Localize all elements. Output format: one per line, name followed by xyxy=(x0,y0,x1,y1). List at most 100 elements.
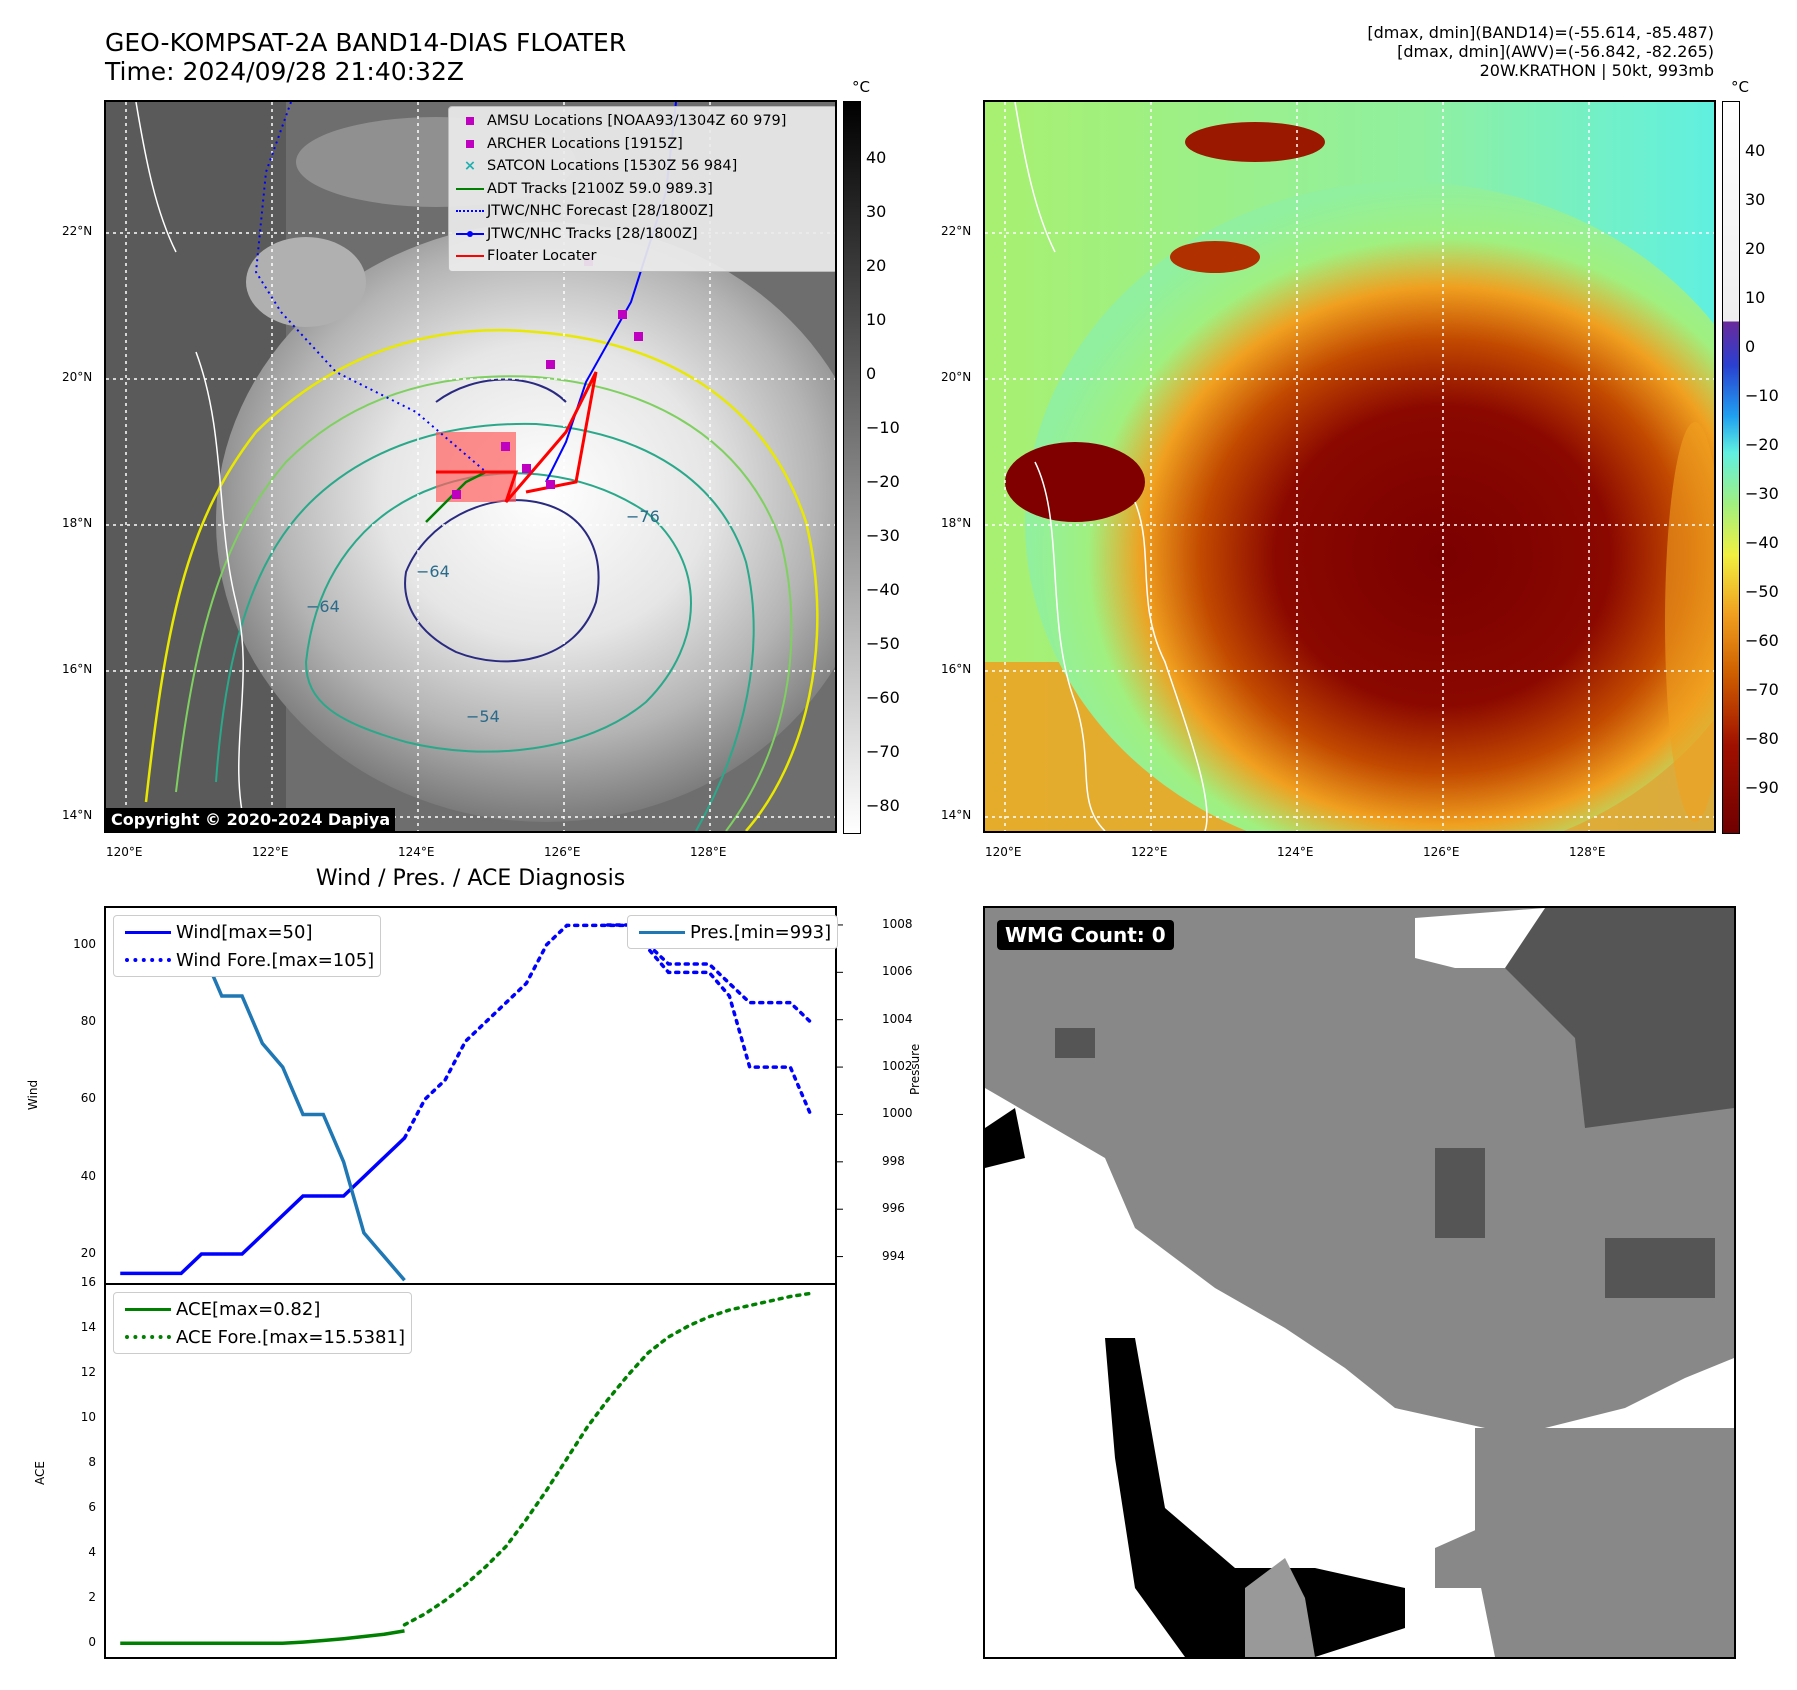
lon-label: 122°E xyxy=(252,845,289,859)
colorbar-tick: −40 xyxy=(866,580,900,599)
y-tick-label: 20 xyxy=(80,1246,96,1261)
colorbar-tick: −40 xyxy=(1745,533,1779,552)
lat-label: 18°N xyxy=(941,516,972,530)
colorbar-tick: −60 xyxy=(866,688,900,707)
lon-label: 124°E xyxy=(1277,845,1314,859)
title-line-1: GEO-KOMPSAT-2A BAND14-DIAS FLOATER xyxy=(105,28,627,57)
pressure-legend: Pres.[min=993] xyxy=(627,915,839,949)
adt-track xyxy=(425,470,487,523)
colorbar-tick: −90 xyxy=(1745,778,1779,797)
ace-axes xyxy=(98,1283,859,1663)
info-line-1: [dmax, dmin](BAND14)=(-55.614, -85.487) xyxy=(1367,23,1714,42)
y-tick-label: 8 xyxy=(88,1455,96,1470)
lon-label: 124°E xyxy=(398,845,435,859)
floater-line-icon xyxy=(456,255,484,258)
lon-label: 120°E xyxy=(106,845,143,859)
colorbar-tick: 30 xyxy=(1745,190,1766,209)
ace-chart xyxy=(98,1283,837,1659)
colorbar-tick: 10 xyxy=(866,310,887,329)
awv-panel xyxy=(983,100,1716,833)
legend-label: Wind[max=50] xyxy=(176,921,313,943)
legend-label: ADT Tracks [2100Z 59.0 989.3] xyxy=(487,180,713,197)
copyright-label: Copyright © 2020-2024 Dapiya xyxy=(106,808,396,831)
legend-label: Pres.[min=993] xyxy=(690,921,832,943)
series-line xyxy=(120,1629,405,1645)
y-tick-label: 12 xyxy=(80,1365,96,1380)
colorbar-tick: −80 xyxy=(1745,729,1779,748)
ir-colorbar-unit: °C xyxy=(852,78,870,96)
contour-label: −64 xyxy=(416,562,450,581)
ir-colorbar xyxy=(843,101,861,834)
satcon-x-icon: × xyxy=(463,158,477,175)
colorbar-tick: −20 xyxy=(866,472,900,491)
wind-forecast-line-icon xyxy=(125,958,171,962)
lon-label: 126°E xyxy=(1423,845,1460,859)
colorbar-tick: 30 xyxy=(866,202,887,221)
legend-label: ARCHER Locations [1915Z] xyxy=(487,135,683,152)
ace-forecast-line-icon xyxy=(125,1335,171,1339)
lat-label: 14°N xyxy=(62,808,93,822)
y-tick-label: 996 xyxy=(882,1201,905,1216)
wind-axis-label: Wind xyxy=(26,1079,41,1111)
legend-label: Wind Fore.[max=105] xyxy=(176,949,375,971)
y-tick-label: 16 xyxy=(80,1275,96,1289)
y-tick-label: 10 xyxy=(80,1410,96,1425)
contour-label: −64 xyxy=(306,597,340,616)
awv-colorbar xyxy=(1722,101,1740,834)
y-tick-label: 14 xyxy=(80,1320,96,1335)
archer-square-icon xyxy=(466,139,474,148)
colorbar-tick: −60 xyxy=(1745,631,1779,650)
colorbar-tick: 0 xyxy=(866,364,877,383)
diagnosis-title: Wind / Pres. / ACE Diagnosis xyxy=(315,866,626,891)
lon-label: 128°E xyxy=(690,845,727,859)
legend-label: Floater Locater xyxy=(487,248,597,265)
colorbar-tick: −10 xyxy=(1745,386,1779,405)
colorbar-tick: −30 xyxy=(1745,484,1779,503)
y-tick-label: 994 xyxy=(882,1248,905,1263)
wind-line-icon xyxy=(125,930,171,934)
lat-label: 14°N xyxy=(941,808,972,822)
wmg-panel: WMG Count: 0 xyxy=(983,906,1736,1659)
colorbar-tick: −80 xyxy=(866,796,900,815)
colorbar-tick: 10 xyxy=(1745,288,1766,307)
y-tick-label: 1000 xyxy=(882,1106,913,1121)
contour-label: −54 xyxy=(466,707,500,726)
legend-label: SATCON Locations [1530Z 56 984] xyxy=(487,158,738,175)
colorbar-tick: −70 xyxy=(866,742,900,761)
ir-legend: AMSU Locations [NOAA93/1304Z 60 979] ARC… xyxy=(448,106,835,272)
series-line xyxy=(402,1291,813,1627)
lat-label: 18°N xyxy=(62,516,93,530)
y-tick-label: 1002 xyxy=(882,1059,913,1074)
y-tick-label: 0 xyxy=(88,1635,96,1650)
info-line-3: 20W.KRATHON | 50kt, 993mb xyxy=(1479,61,1714,80)
forecast-line-icon xyxy=(456,210,484,213)
wmg-image xyxy=(985,908,1734,1657)
pressure-line-icon xyxy=(639,930,685,934)
wind-legend: Wind[max=50] Wind Fore.[max=105] xyxy=(113,915,382,977)
colorbar-tick: −70 xyxy=(1745,680,1779,699)
colorbar-tick: 0 xyxy=(1745,337,1756,356)
lon-label: 126°E xyxy=(544,845,581,859)
colorbar-tick: −30 xyxy=(866,526,900,545)
series-forecast-line xyxy=(605,923,813,1117)
lat-label: 22°N xyxy=(941,224,972,238)
y-tick-label: 80 xyxy=(80,1014,96,1029)
colorbar-tick: −50 xyxy=(1745,582,1779,601)
lon-label: 122°E xyxy=(1131,845,1168,859)
legend-label: JTWC/NHC Tracks [28/1800Z] xyxy=(487,225,698,242)
y-tick-label: 998 xyxy=(882,1153,905,1168)
lat-label: 22°N xyxy=(62,224,93,238)
legend-label: ACE Fore.[max=15.5381] xyxy=(176,1326,405,1348)
y-tick-label: 60 xyxy=(80,1091,96,1106)
legend-label: ACE[max=0.82] xyxy=(176,1298,321,1320)
y-tick-label: 2 xyxy=(88,1590,96,1605)
floater-track xyxy=(436,371,598,503)
ace-legend: ACE[max=0.82] ACE Fore.[max=15.5381] xyxy=(113,1292,412,1354)
colorbar-tick: 40 xyxy=(1745,141,1766,160)
amsu-square-icon xyxy=(466,117,474,126)
ace-line-icon xyxy=(125,1307,171,1311)
lat-label: 20°N xyxy=(62,370,93,384)
colorbar-tick: 40 xyxy=(866,148,887,167)
plot-frame xyxy=(104,1283,837,1659)
lat-label: 16°N xyxy=(62,662,93,676)
